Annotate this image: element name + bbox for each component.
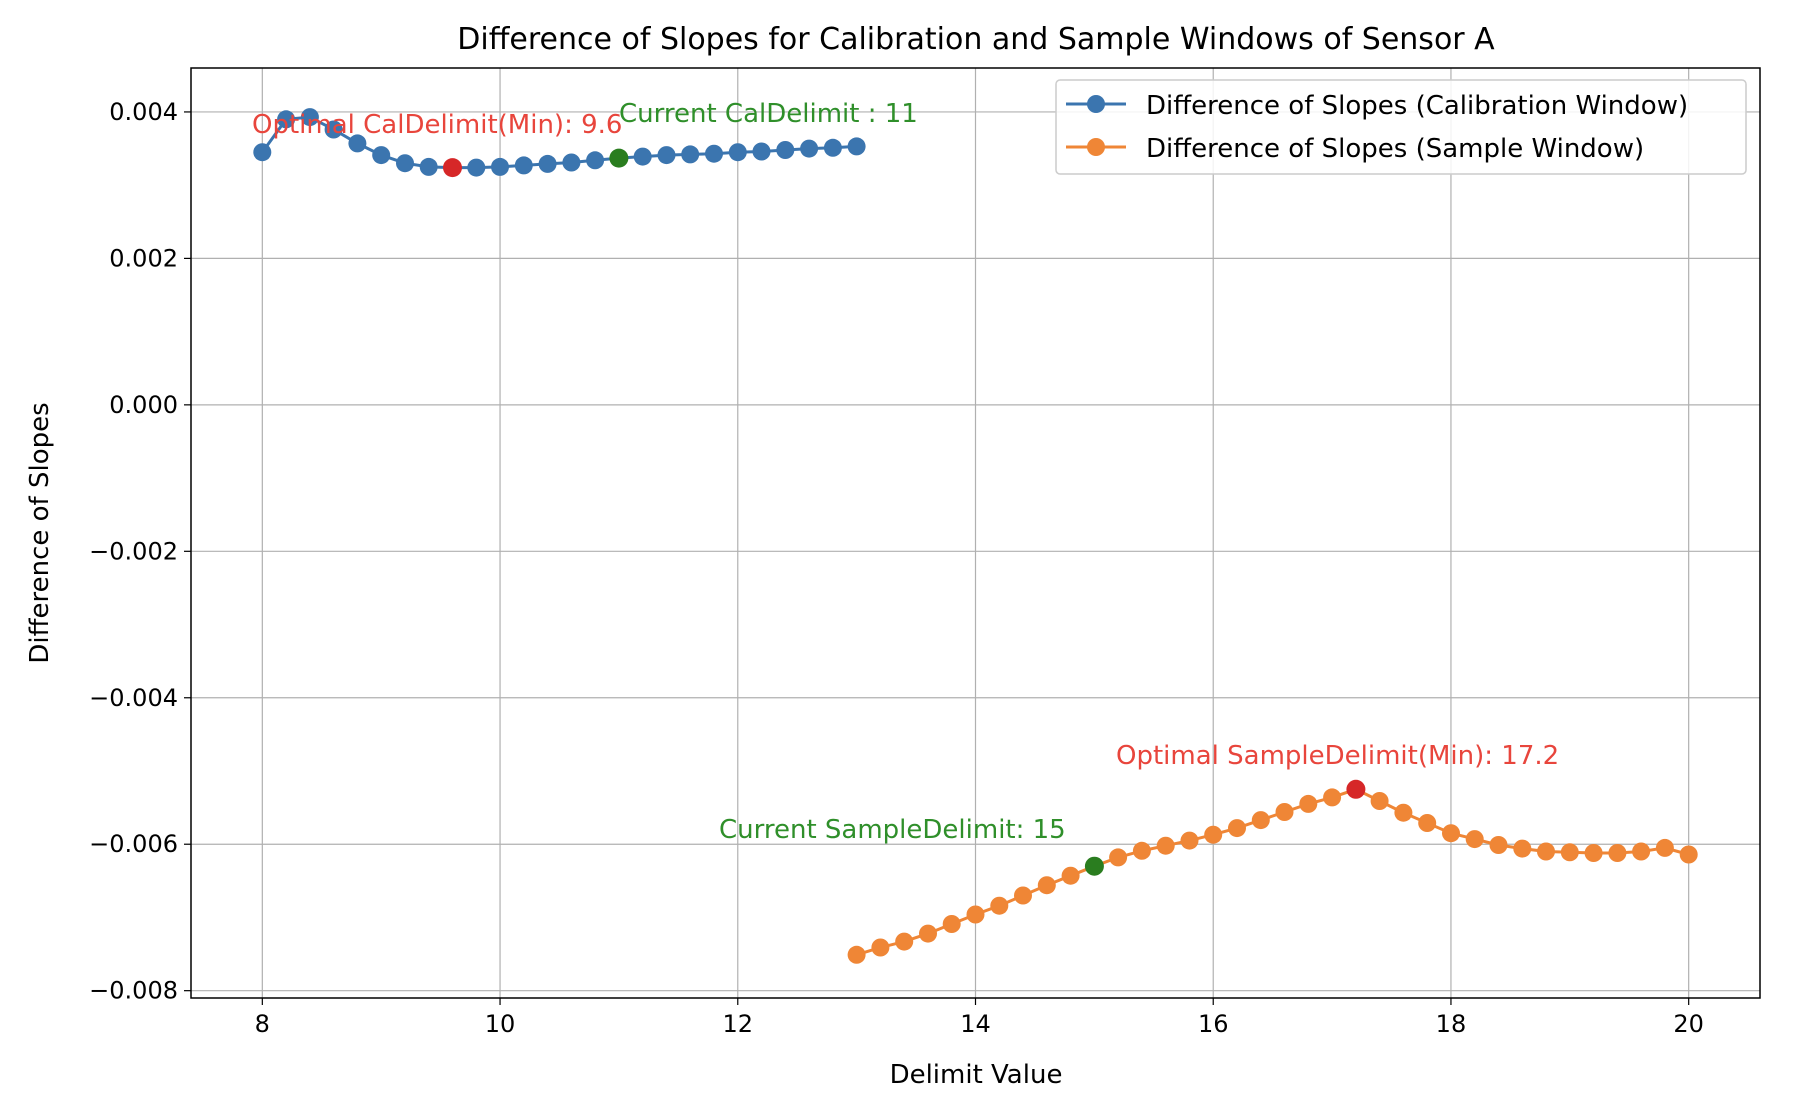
data-point: [847, 137, 866, 156]
data-point: [1418, 814, 1437, 832]
data-point: [514, 156, 533, 175]
data-point: [705, 144, 723, 163]
series-layer: [253, 108, 1698, 964]
data-point: [1204, 825, 1223, 844]
data-point: [1180, 831, 1199, 850]
data-point: [1608, 844, 1627, 862]
data-point: [1370, 792, 1389, 810]
data-point: [253, 143, 272, 162]
x-tick-label: 10: [485, 1010, 516, 1038]
data-point: [1465, 830, 1484, 849]
data-point: [752, 142, 771, 161]
data-point: [562, 153, 581, 172]
data-point: [728, 143, 747, 162]
highlight-point-current-cal: [609, 148, 629, 168]
data-point: [1061, 866, 1080, 885]
data-point: [1251, 811, 1270, 830]
data-point: [847, 945, 866, 964]
data-point: [823, 138, 842, 157]
x-axis-label: Delimit Value: [890, 1060, 1063, 1090]
data-point: [800, 139, 819, 158]
data-point: [586, 151, 605, 170]
y-axis-label: Difference of Slopes: [25, 402, 55, 663]
x-tick-label: 8: [255, 1010, 270, 1038]
data-point: [895, 932, 914, 951]
data-point: [1323, 788, 1342, 807]
y-tick-label: 0.000: [109, 391, 178, 419]
data-point: [871, 938, 890, 957]
data-point: [657, 146, 676, 165]
y-tick-label: 0.004: [109, 98, 178, 126]
data-point: [633, 147, 652, 166]
data-point: [1489, 836, 1508, 854]
highlight-point-optimal-cal: [443, 158, 462, 178]
legend-marker-sample: [1087, 138, 1105, 156]
grid-lines: [191, 68, 1760, 998]
data-point: [372, 146, 391, 165]
data-point: [1299, 794, 1318, 813]
y-tick-label: −0.006: [89, 830, 178, 858]
annotation-optimal-sample: Optimal SampleDelimit(Min): 17.2: [1116, 741, 1559, 771]
data-point: [277, 110, 296, 129]
data-point: [1679, 845, 1698, 864]
data-point: [1537, 842, 1555, 861]
data-point: [1156, 836, 1175, 855]
legend-box: [1055, 79, 1747, 175]
annotations: Optimal CalDelimit(Min): 9.6 Current Cal…: [252, 99, 1559, 845]
data-point: [919, 924, 937, 943]
data-point: [467, 158, 486, 177]
data-point: [1442, 824, 1460, 843]
data-point: [1560, 843, 1579, 862]
y-tick-label: −0.008: [89, 977, 178, 1005]
legend: Difference of Slopes (Calibration Window…: [1055, 79, 1747, 175]
series-sample: [847, 780, 1698, 964]
data-point: [1275, 803, 1294, 821]
data-point: [1632, 842, 1651, 861]
annotation-current-cal: Current CalDelimit : 11: [619, 99, 918, 129]
x-tick-label: 16: [1198, 1010, 1229, 1038]
data-point: [1655, 838, 1674, 857]
annotation-optimal-cal: Optimal CalDelimit(Min): 9.6: [252, 110, 622, 140]
data-point: [966, 905, 985, 924]
y-tick-label: −0.002: [89, 537, 178, 565]
data-point: [1228, 819, 1246, 838]
legend-label-sample: Difference of Slopes (Sample Window): [1146, 134, 1644, 164]
data-point: [396, 154, 414, 173]
data-point: [1394, 803, 1413, 822]
data-point: [1132, 841, 1151, 860]
y-tick-label: −0.004: [89, 684, 178, 712]
data-point: [324, 120, 343, 139]
data-point: [1584, 844, 1603, 862]
data-point: [1513, 839, 1532, 858]
data-point: [300, 108, 319, 127]
legend-label-calibration: Difference of Slopes (Calibration Window…: [1146, 91, 1688, 121]
x-tick-label: 14: [960, 1010, 991, 1038]
data-point: [776, 141, 795, 159]
highlight-point-optimal-sample: [1346, 779, 1366, 799]
axis-ticks: 8 10 12 14 16 18 20 −0.008 −0.006 −0.004 −0.002 0.0…: [89, 98, 1704, 1038]
x-tick-label: 20: [1673, 1010, 1704, 1038]
highlight-point-current-sample: [1084, 856, 1104, 876]
x-tick-label: 12: [722, 1010, 753, 1038]
data-point: [942, 915, 961, 933]
x-tick-label: 18: [1436, 1010, 1467, 1038]
data-point: [681, 145, 700, 164]
data-point: [538, 154, 557, 173]
annotation-current-sample: Current SampleDelimit: 15: [719, 815, 1066, 845]
data-point: [491, 157, 509, 176]
data-point: [1109, 848, 1128, 867]
data-point: [990, 896, 1009, 915]
data-point: [419, 157, 438, 176]
data-point: [1014, 886, 1032, 905]
y-tick-label: 0.002: [109, 244, 178, 272]
chart-title: Difference of Slopes for Calibration and…: [457, 22, 1495, 57]
data-point: [1037, 876, 1056, 895]
data-point: [348, 134, 367, 153]
highlight-points: [443, 148, 1366, 876]
legend-marker-calibration: [1087, 95, 1105, 113]
